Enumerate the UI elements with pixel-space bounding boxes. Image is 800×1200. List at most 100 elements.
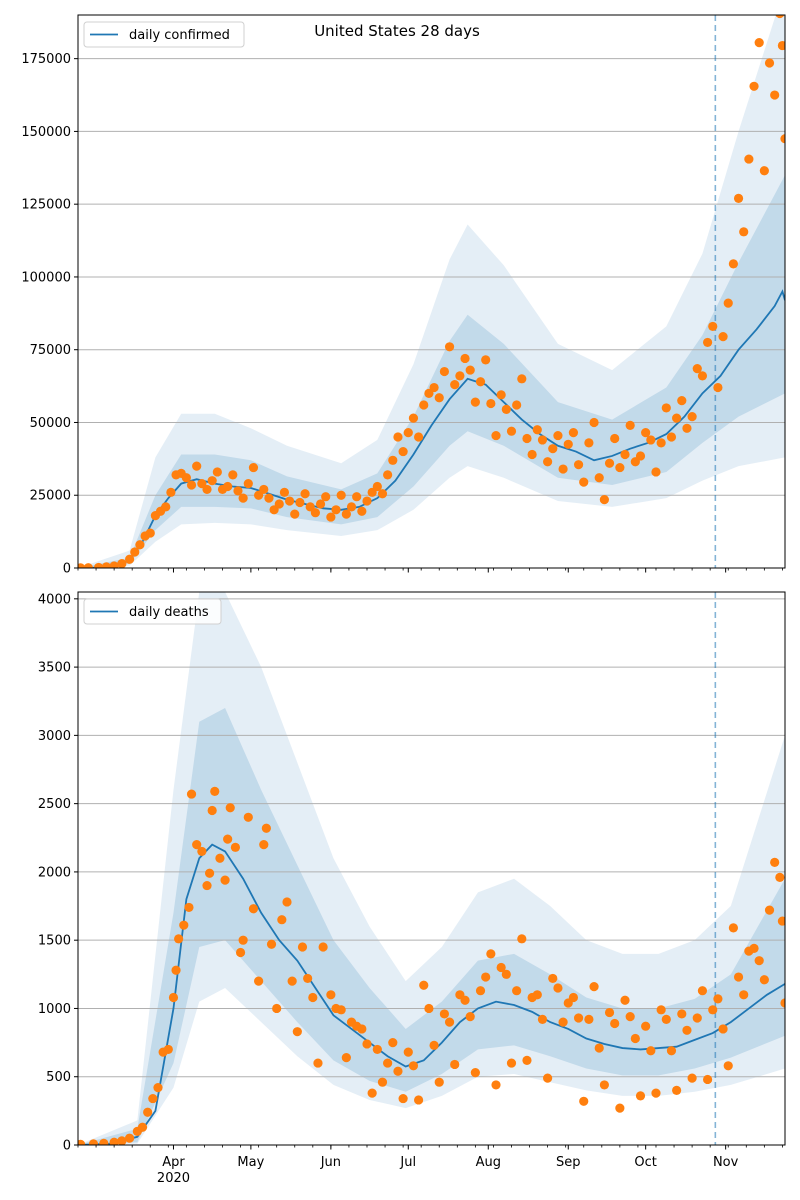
confirmed-observed-point bbox=[336, 490, 346, 500]
deaths-observed-point bbox=[434, 1077, 444, 1087]
confirmed-axes: 0 25000 50000 75000 100000 125000 150000 175000 bbox=[21, 14, 786, 577]
deaths-observed-point bbox=[413, 1095, 424, 1105]
confirmed-observed-point bbox=[233, 486, 243, 496]
confirmed-observed-point bbox=[610, 433, 620, 444]
confirmed-observed-point bbox=[677, 396, 687, 406]
confirmed-observed-point bbox=[408, 413, 419, 423]
deaths-observed-point bbox=[517, 934, 527, 944]
confirmed-observed-point bbox=[672, 413, 682, 423]
confirmed-observed-point bbox=[777, 40, 785, 51]
confirmed-legend: daily confirmed bbox=[83, 21, 245, 48]
deaths-year-label: 2020 bbox=[157, 1171, 190, 1186]
confirmed-observed-point bbox=[341, 509, 351, 519]
confirmed-observed-point bbox=[372, 481, 382, 492]
deaths-observed-point bbox=[780, 998, 785, 1008]
deaths-xtick-label: Nov bbox=[713, 1155, 739, 1170]
deaths-observed-point bbox=[223, 834, 233, 844]
deaths-observed-point bbox=[357, 1024, 367, 1034]
confirmed-observed-point bbox=[223, 481, 233, 492]
deaths-band-outer bbox=[78, 592, 785, 1145]
deaths-observed-point bbox=[759, 975, 769, 985]
deaths-observed-point bbox=[723, 1061, 733, 1071]
deaths-observed-point bbox=[313, 1058, 323, 1068]
confirmed-observed-point bbox=[486, 398, 496, 409]
deaths-xtick-label: Apr bbox=[162, 1155, 185, 1170]
confirmed-observed-point bbox=[444, 342, 455, 352]
confirmed-observed-point bbox=[243, 478, 253, 489]
deaths-observed-point bbox=[197, 846, 207, 857]
confirmed-observed-point bbox=[496, 390, 506, 400]
deaths-observed-point bbox=[137, 1122, 148, 1132]
confirmed-observed-point bbox=[310, 508, 320, 518]
confirmed-observed-point bbox=[532, 425, 542, 435]
deaths-ytick-label: 3500 bbox=[38, 661, 71, 676]
confirmed-observed-point bbox=[718, 332, 728, 342]
deaths-observed-point bbox=[682, 1025, 692, 1035]
confirmed-band-outer bbox=[78, 15, 785, 568]
deaths-observed-point bbox=[282, 897, 292, 907]
deaths-observed-point bbox=[143, 1107, 153, 1117]
deaths-observed-point bbox=[336, 1005, 346, 1015]
deaths-observed-point bbox=[625, 1012, 635, 1022]
deaths-observed-point bbox=[153, 1083, 163, 1093]
confirmed-observed-point bbox=[279, 487, 290, 497]
confirmed-observed-point bbox=[125, 554, 135, 564]
confirmed-observed-point bbox=[733, 193, 744, 203]
deaths-observed-point bbox=[174, 934, 184, 944]
deaths-observed-point bbox=[506, 1058, 517, 1068]
confirmed-observed-point bbox=[228, 470, 238, 480]
confirmed-observed-point bbox=[661, 403, 671, 413]
confirmed-observed-point bbox=[728, 259, 738, 269]
confirmed-observed-point bbox=[377, 489, 388, 499]
deaths-observed-point bbox=[225, 803, 235, 813]
confirmed-observed-point bbox=[117, 559, 127, 568]
deaths-ytick-label: 3000 bbox=[38, 729, 71, 744]
deaths-observed-point bbox=[764, 905, 775, 915]
deaths-chart-panel: 0 500 1000 1500 2000 2500 3000 3500 4000 Apr May Ju… bbox=[38, 591, 786, 1186]
deaths-observed-point bbox=[215, 853, 225, 863]
deaths-legend-box bbox=[83, 598, 222, 625]
confirmed-observed-point bbox=[579, 477, 589, 487]
deaths-observed-point bbox=[117, 1136, 127, 1145]
confirmed-observed-point bbox=[181, 473, 191, 483]
confirmed-ytick-label: 100000 bbox=[21, 270, 71, 285]
confirmed-observed-point bbox=[635, 451, 646, 461]
confirmed-observed-point bbox=[517, 374, 527, 384]
deaths-observed-point bbox=[584, 1014, 594, 1024]
deaths-axes-frame bbox=[77, 591, 786, 1146]
deaths-observed-point bbox=[702, 1074, 713, 1085]
confirmed-observed-point bbox=[259, 484, 269, 495]
confirmed-ytick-label: 50000 bbox=[30, 416, 71, 431]
deaths-observed-point bbox=[646, 1046, 656, 1056]
deaths-band-inner bbox=[78, 708, 785, 1145]
confirmed-observed-point bbox=[434, 393, 444, 403]
confirmed-observed-point bbox=[568, 428, 579, 438]
confirmed-observed-point bbox=[393, 432, 403, 442]
deaths-observed-point bbox=[367, 1088, 377, 1098]
deaths-observed-point bbox=[739, 990, 749, 1000]
deaths-observed-point bbox=[641, 1021, 651, 1031]
deaths-observed-point bbox=[207, 805, 217, 816]
confirmed-ytick-label: 150000 bbox=[21, 125, 71, 140]
deaths-observed-point bbox=[419, 980, 429, 990]
confirmed-observed-point bbox=[186, 480, 197, 490]
confirmed-ytick-label: 0 bbox=[63, 562, 71, 577]
deaths-observed-point bbox=[470, 1068, 480, 1078]
confirmed-observed-point bbox=[687, 412, 697, 422]
confirmed-observed-point bbox=[522, 433, 532, 444]
deaths-observed-point bbox=[754, 956, 764, 966]
deaths-observed-point bbox=[148, 1093, 158, 1104]
confirmed-ytick-label: 125000 bbox=[21, 198, 71, 213]
confirmed-observed-point bbox=[321, 492, 331, 502]
deaths-observed-point bbox=[708, 1005, 718, 1015]
deaths-observed-point bbox=[362, 1039, 372, 1049]
confirmed-observed-point bbox=[692, 364, 702, 374]
confirmed-series-line bbox=[78, 289, 785, 568]
deaths-observed-point bbox=[450, 1059, 460, 1070]
confirmed-observed-point bbox=[439, 366, 450, 377]
deaths-observed-point bbox=[713, 994, 723, 1004]
deaths-observed-point bbox=[543, 1073, 553, 1083]
deaths-observed-point bbox=[537, 1014, 548, 1024]
deaths-observed-point bbox=[403, 1047, 413, 1057]
